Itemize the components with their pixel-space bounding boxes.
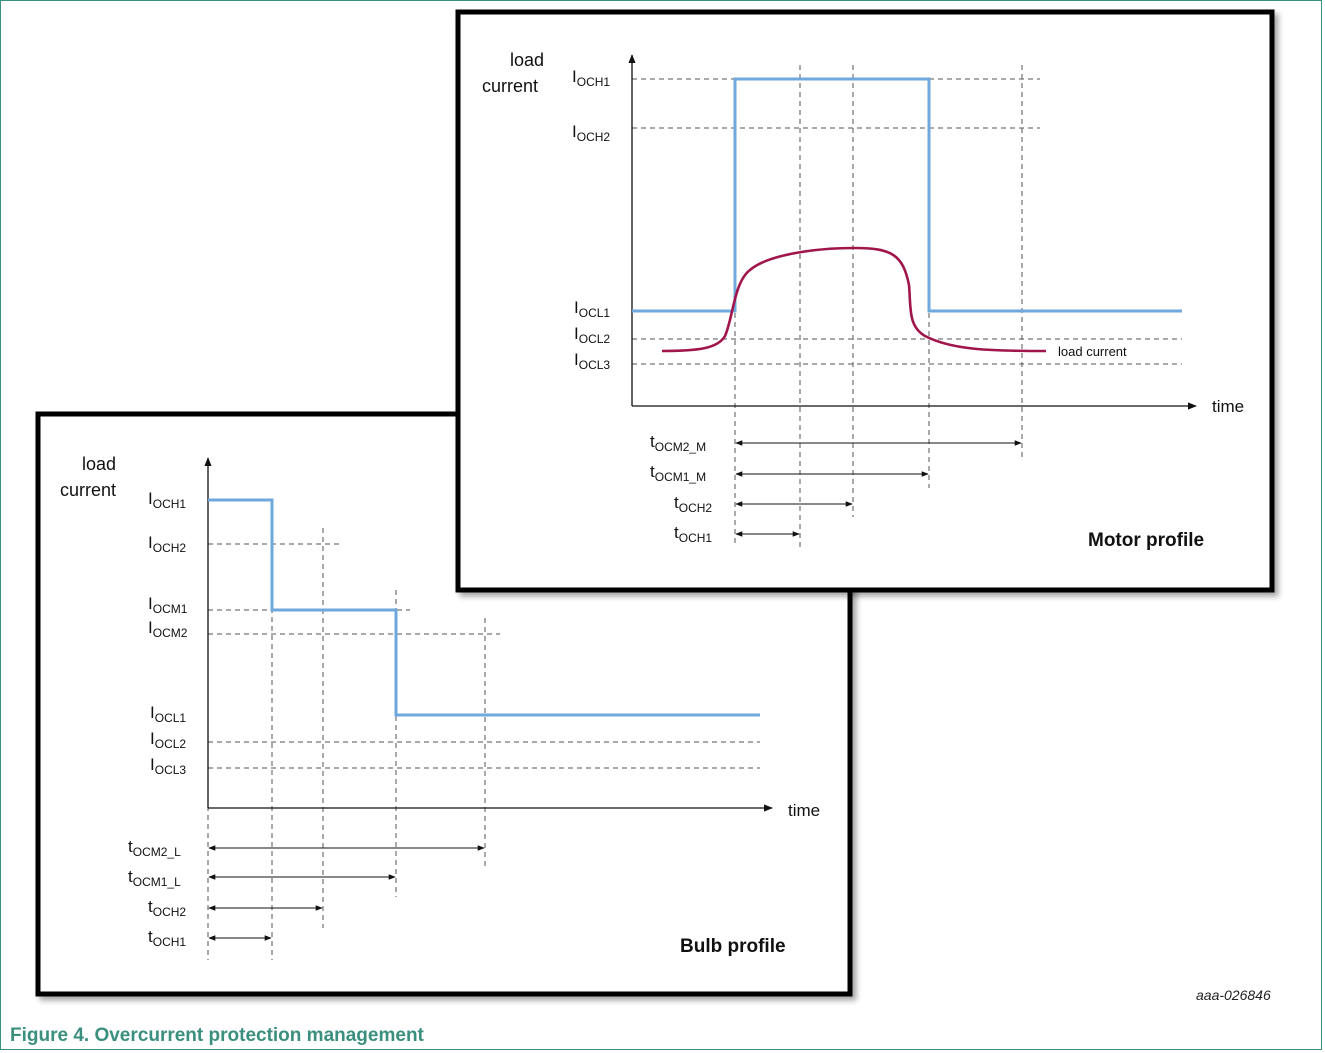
- motor-x-label: time: [1212, 397, 1244, 416]
- bulb-level-och1: IOCH1: [148, 489, 186, 511]
- motor-timer-och1: tOCH1: [674, 523, 712, 545]
- motor-level-och2: IOCH2: [572, 122, 610, 144]
- motor-timer-ocm2m: tOCM2_M: [650, 432, 706, 454]
- motor-level-och1: IOCH1: [572, 67, 610, 89]
- bulb-level-ocm1: IOCM1: [148, 594, 188, 616]
- motor-load-current-curve: [661, 246, 1047, 353]
- bulb-x-label: time: [788, 801, 820, 820]
- bulb-timer-ocm2l: tOCM2_L: [128, 837, 181, 859]
- motor-level-ocl2: IOCL2: [574, 324, 610, 346]
- bulb-level-ocl2: IOCL2: [150, 729, 186, 751]
- bulb-current-limit-line: [208, 498, 760, 717]
- motor-y-label-line1: load: [510, 50, 544, 70]
- bulb-level-och2: IOCH2: [148, 533, 186, 555]
- motor-timer-och2: tOCH2: [674, 493, 712, 515]
- motor-panel-box: [455, 9, 1275, 593]
- motor-level-ocl3: IOCL3: [574, 350, 610, 372]
- figure-id: aaa-026846: [1196, 987, 1271, 1003]
- motor-timer-ocm1m: tOCM1_M: [650, 462, 706, 484]
- motor-curve-label: load current: [1058, 344, 1127, 359]
- motor-current-limit-line: [632, 77, 1182, 313]
- bulb-y-label-line2: current: [60, 480, 116, 500]
- figure-caption: Figure 4. Overcurrent protection managem…: [10, 1025, 424, 1046]
- motor-y-label-line2: current: [482, 76, 538, 96]
- bulb-y-label-line1: load: [82, 454, 116, 474]
- bulb-profile-title: Bulb profile: [680, 936, 786, 957]
- bulb-timer-ocm1l: tOCM1_L: [128, 867, 181, 889]
- bulb-level-ocl3: IOCL3: [150, 755, 186, 777]
- bulb-level-ocl1: IOCL1: [150, 703, 186, 725]
- bulb-timer-och1: tOCH1: [148, 927, 186, 949]
- bulb-level-ocm2: IOCM2: [148, 618, 188, 640]
- motor-level-ocl1: IOCL1: [574, 298, 610, 320]
- motor-profile-panel: load current time load current IOCH1 IOC…: [455, 9, 1275, 593]
- motor-profile-title: Motor profile: [1088, 530, 1204, 551]
- motor-grid: [632, 65, 1182, 550]
- bulb-timer-och2: tOCH2: [148, 897, 186, 919]
